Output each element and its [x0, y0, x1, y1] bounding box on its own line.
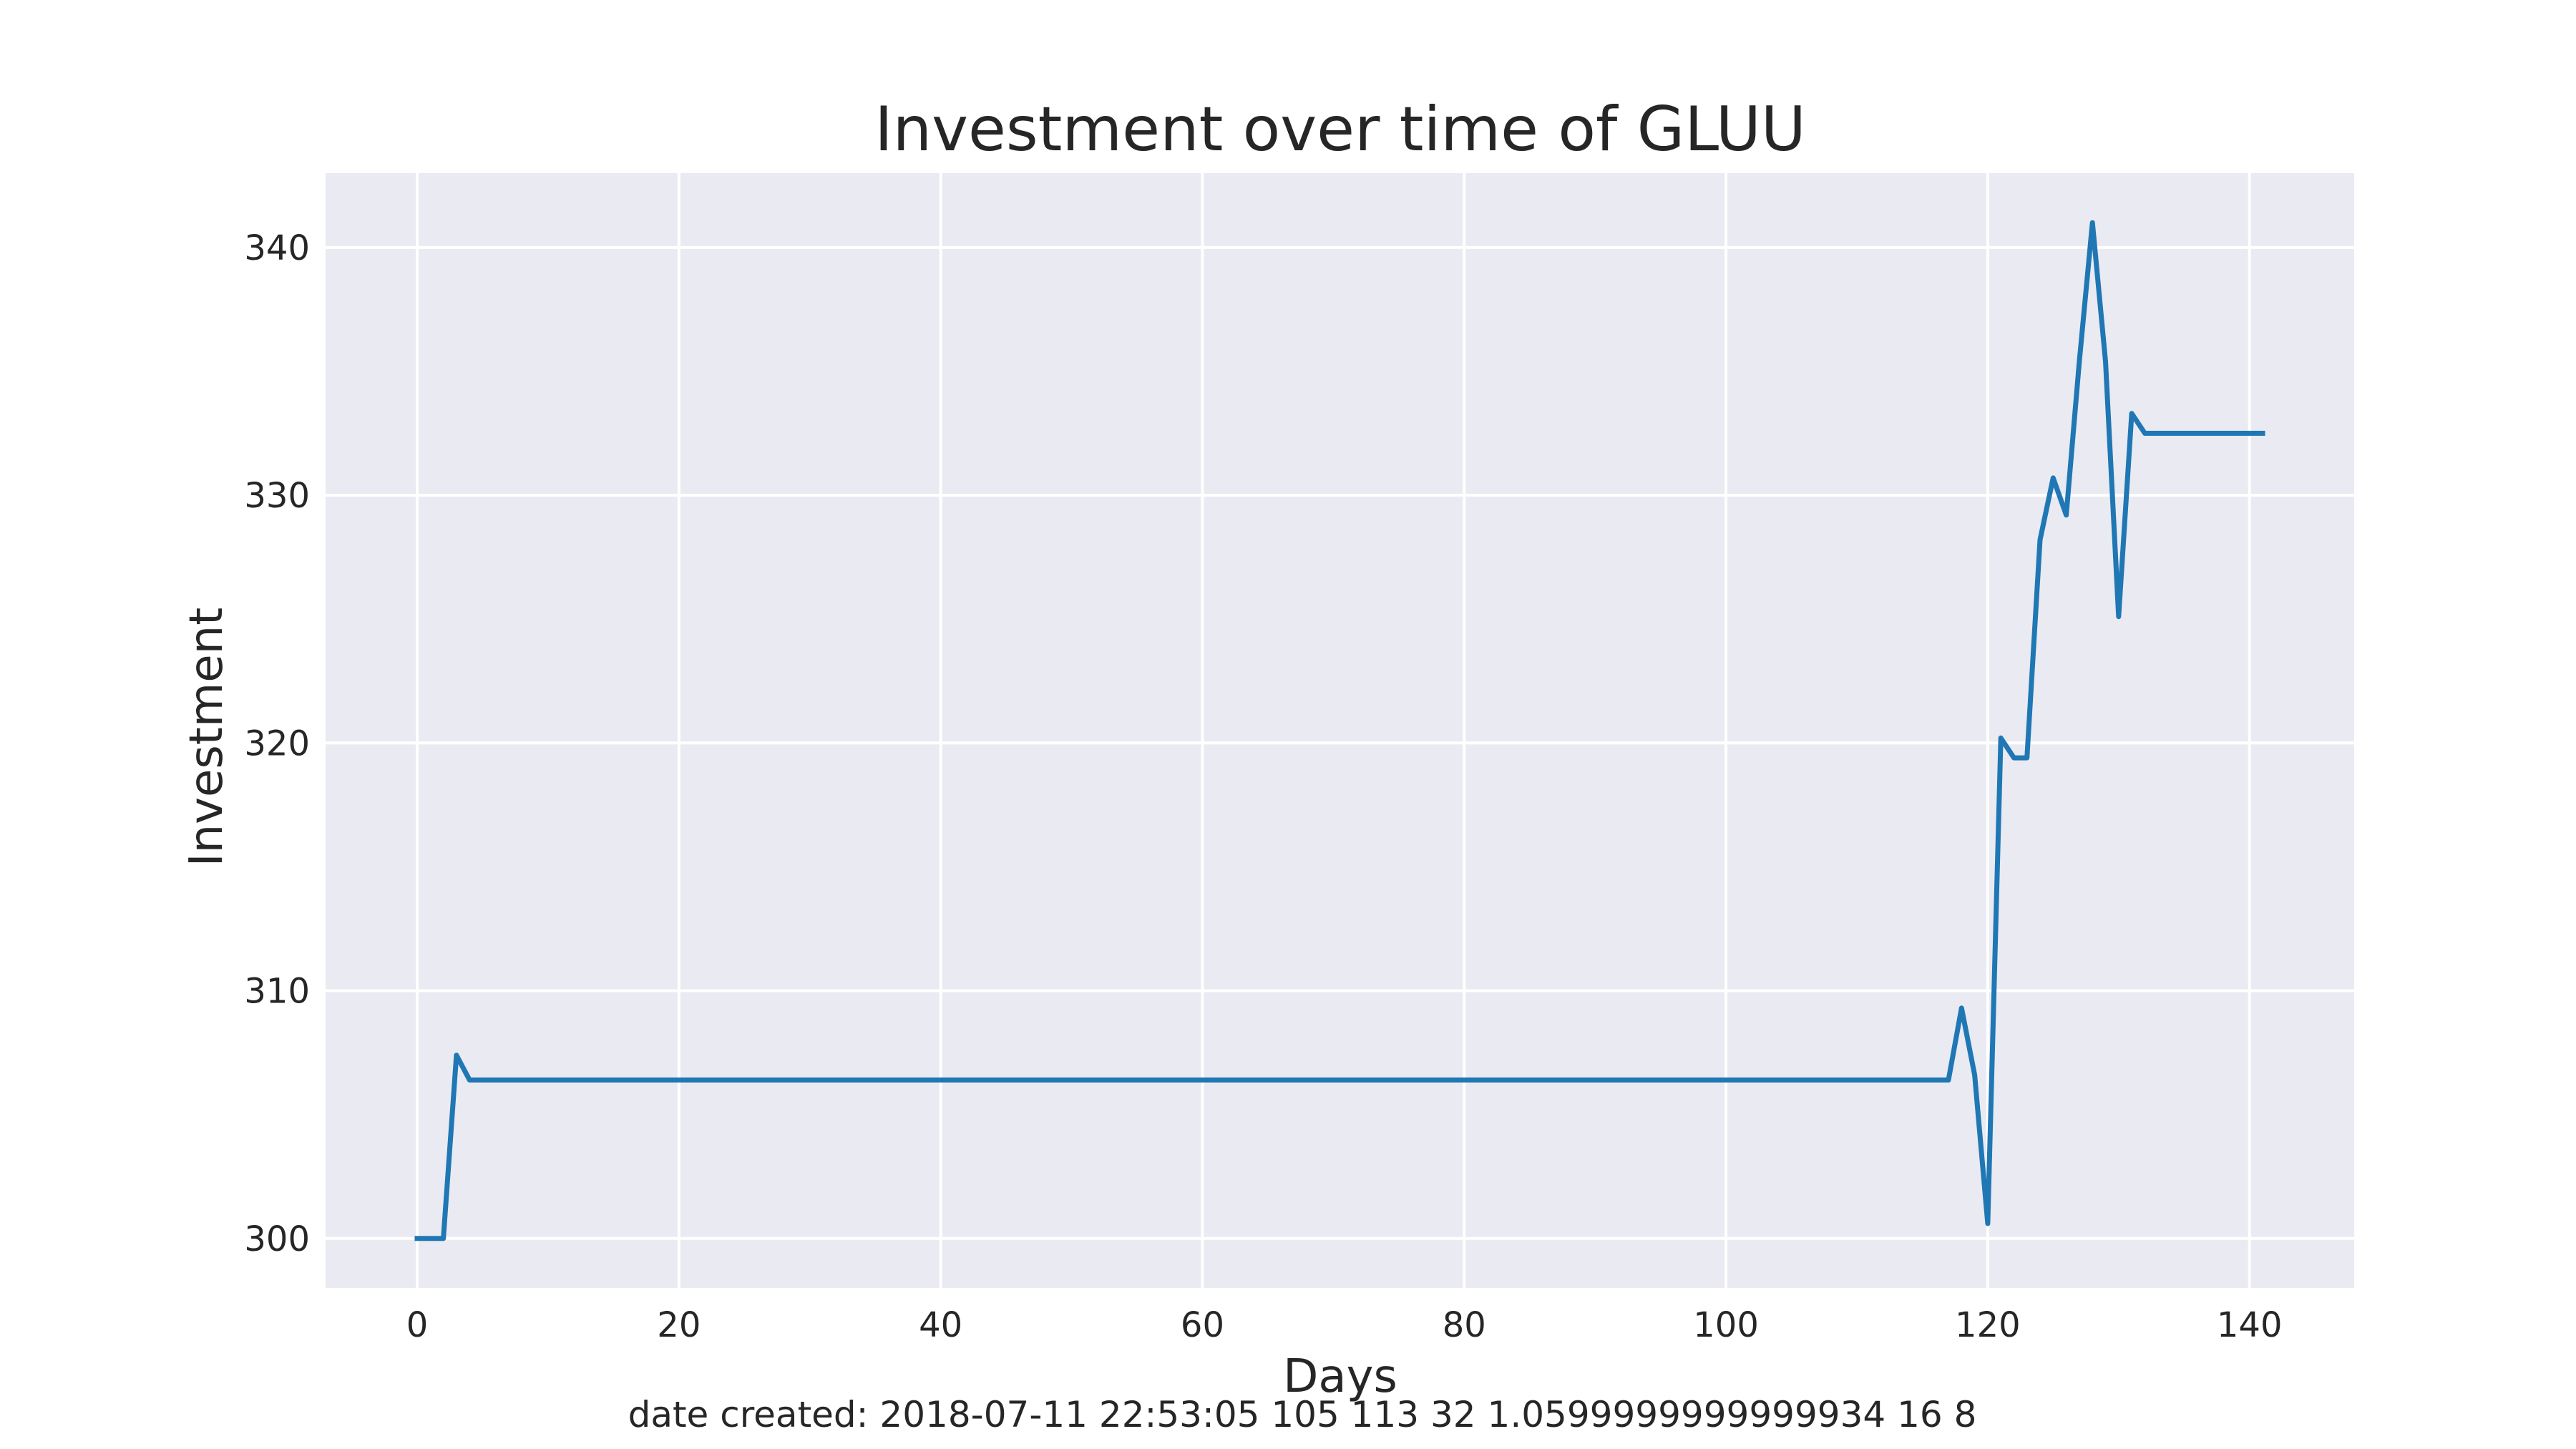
- series-lines: [414, 220, 2265, 1241]
- y-axis-label: Investment: [180, 608, 233, 867]
- date-created-caption: date created: 2018-07-11 22:53:05 105 11…: [628, 1394, 1977, 1435]
- y-tick-label: 330: [244, 476, 310, 516]
- y-tick-label: 310: [244, 972, 310, 1012]
- grid-lines: [326, 173, 2354, 1288]
- x-tick-label: 100: [1693, 1305, 1759, 1345]
- x-tick-label: 120: [1955, 1305, 2021, 1345]
- x-tick-label: 40: [919, 1305, 962, 1345]
- tick-labels: 0 20 40 60 80 100 120 140 300 310 320 330 340: [244, 228, 2282, 1345]
- chart-title: Investment over time of GLUU: [874, 94, 1806, 165]
- x-tick-label: 60: [1181, 1305, 1224, 1345]
- x-tick-label: 140: [2217, 1305, 2283, 1345]
- x-tick-label: 80: [1443, 1305, 1486, 1345]
- x-tick-label: 0: [406, 1305, 429, 1345]
- y-tick-label: 300: [244, 1219, 310, 1259]
- plot-background: [326, 173, 2354, 1288]
- y-tick-label: 320: [244, 723, 310, 763]
- x-axis-label: Days: [1283, 1350, 1397, 1403]
- x-tick-label: 20: [657, 1305, 701, 1345]
- investment-series-line: [414, 220, 2265, 1241]
- y-tick-label: 340: [244, 228, 310, 268]
